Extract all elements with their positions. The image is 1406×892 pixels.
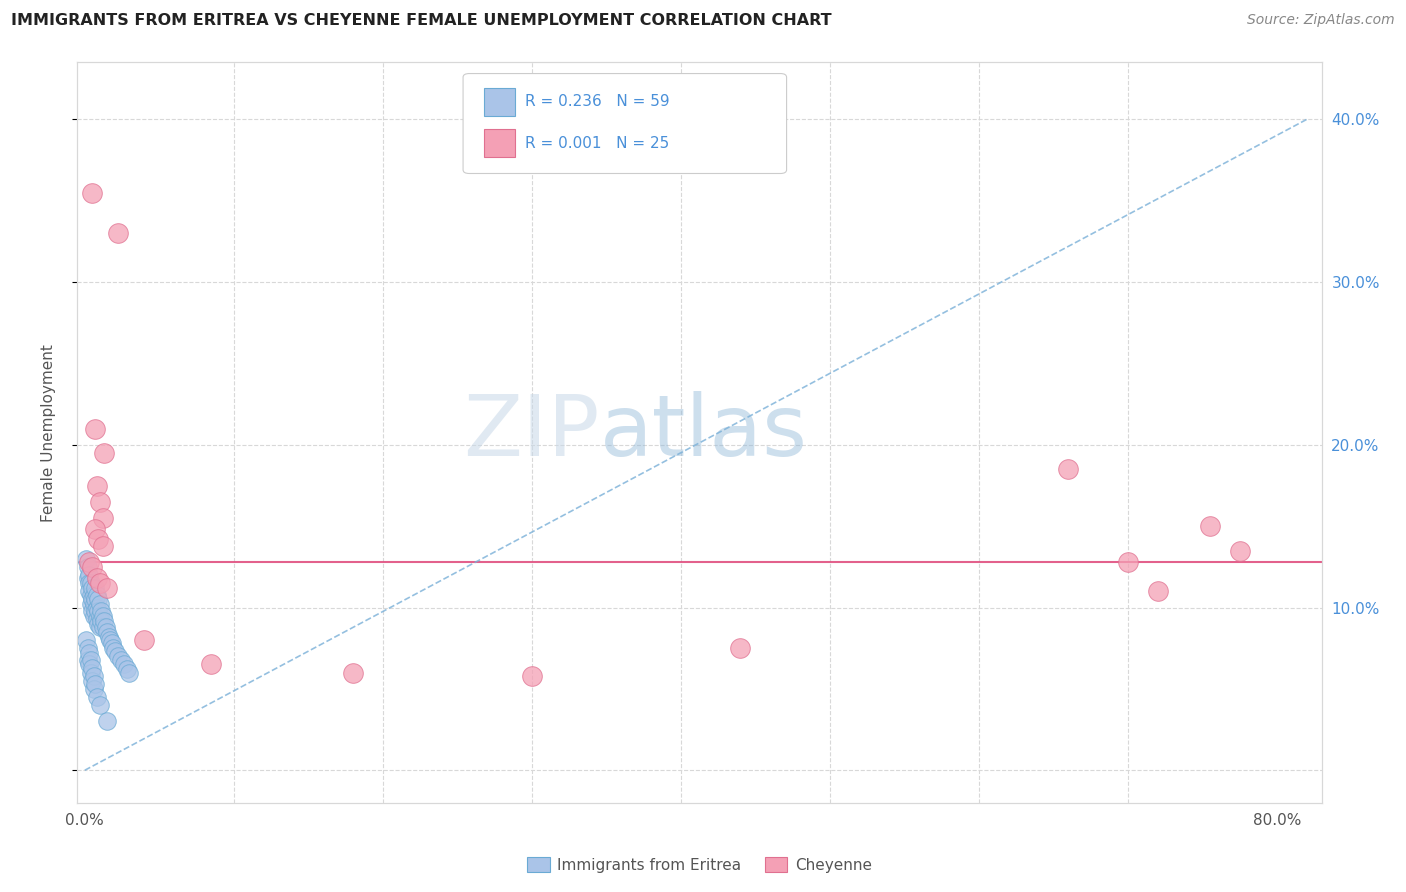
Point (1199, 519, 1222, 533)
Point (76, 641, 98, 656)
Point (86, 612, 108, 626)
Point (82, 604, 104, 618)
Point (77, 646, 100, 660)
Point (87, 592, 110, 607)
Point (107, 227, 129, 241)
Point (91, 608, 114, 623)
Point (80, 576, 103, 591)
FancyBboxPatch shape (484, 87, 516, 116)
Legend: Immigrants from Eritrea, Cheyenne: Immigrants from Eritrea, Cheyenne (520, 851, 879, 879)
Point (98, 633, 121, 648)
Text: R = 0.236   N = 59: R = 0.236 N = 59 (526, 95, 669, 109)
Point (91, 539, 114, 553)
Point (90, 614, 112, 628)
Point (89, 495, 111, 509)
Point (90, 604, 112, 618)
Point (93, 446, 115, 460)
Point (87, 616, 110, 631)
Point (80, 652, 103, 666)
Y-axis label: Female Unemployment: Female Unemployment (42, 343, 56, 522)
Point (84, 581, 107, 595)
Point (89, 698, 111, 713)
Point (80, 588, 103, 602)
Point (91, 620, 114, 634)
Point (1116, 555, 1139, 569)
Point (87, 532, 110, 546)
Point (77, 555, 100, 569)
Point (94, 620, 117, 634)
Point (80, 665, 103, 680)
Point (96, 581, 118, 595)
Text: ZIP: ZIP (464, 391, 600, 475)
Point (82, 559, 104, 574)
FancyBboxPatch shape (463, 73, 786, 173)
Point (100, 636, 122, 650)
Point (1057, 462, 1080, 476)
Point (84, 523, 107, 537)
Point (76, 571, 98, 585)
Point (82, 186, 104, 200)
Point (84, 604, 107, 618)
Point (77, 657, 100, 672)
Point (89, 608, 111, 623)
Point (89, 576, 111, 591)
Point (83, 669, 105, 683)
Point (89, 597, 111, 611)
Point (200, 657, 222, 672)
Point (76, 652, 98, 666)
Point (77, 576, 100, 591)
Point (86, 690, 108, 704)
Text: atlas: atlas (600, 391, 808, 475)
Point (93, 614, 115, 628)
Point (97, 630, 120, 644)
FancyBboxPatch shape (484, 129, 516, 157)
Point (84, 677, 107, 691)
Point (83, 597, 105, 611)
Point (342, 665, 364, 680)
Point (77, 568, 100, 582)
Point (76, 559, 98, 574)
Point (86, 600, 108, 615)
Point (86, 478, 108, 492)
Point (103, 644, 125, 658)
Point (84, 592, 107, 607)
Point (115, 662, 138, 676)
Point (96, 714, 118, 729)
Point (82, 673, 104, 688)
Point (89, 620, 111, 634)
Point (75, 551, 97, 566)
Point (83, 608, 105, 623)
Point (83, 681, 105, 696)
Point (1146, 584, 1168, 599)
Point (86, 588, 108, 602)
Point (80, 597, 103, 611)
Point (1229, 543, 1251, 558)
Point (87, 604, 110, 618)
Point (730, 641, 752, 656)
Point (134, 633, 156, 648)
Point (82, 661, 104, 675)
Point (84, 421, 107, 435)
Point (110, 652, 132, 666)
Point (86, 571, 108, 585)
Point (82, 592, 104, 607)
Text: R = 0.001   N = 25: R = 0.001 N = 25 (526, 136, 669, 151)
Point (520, 669, 543, 683)
Point (75, 633, 97, 648)
Point (107, 649, 129, 664)
Point (118, 665, 141, 680)
Point (82, 581, 104, 595)
Point (112, 657, 135, 672)
Point (96, 624, 118, 639)
Point (77, 584, 100, 599)
Text: Source: ZipAtlas.com: Source: ZipAtlas.com (1247, 13, 1395, 28)
Point (91, 511, 114, 525)
Text: IMMIGRANTS FROM ERITREA VS CHEYENNE FEMALE UNEMPLOYMENT CORRELATION CHART: IMMIGRANTS FROM ERITREA VS CHEYENNE FEMA… (11, 13, 832, 29)
Point (83, 588, 105, 602)
Point (101, 641, 124, 656)
